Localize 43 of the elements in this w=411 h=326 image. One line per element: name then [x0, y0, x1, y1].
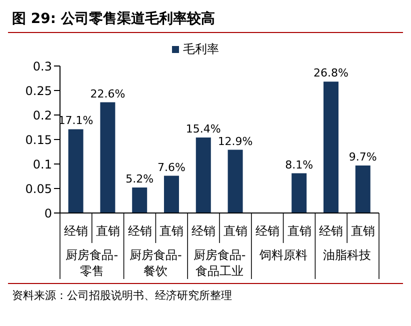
bar: [355, 165, 370, 213]
data-label: 8.1%: [285, 158, 314, 172]
y-tick-label: 0: [44, 206, 52, 220]
text: 厨房食品-食品工业: [193, 248, 246, 278]
data-label: 17.1%: [58, 114, 94, 128]
legend-label: 毛利率: [182, 41, 219, 58]
y-tick-label: 0.25: [25, 84, 52, 98]
bar: [196, 138, 211, 213]
bar: [323, 82, 338, 213]
x-tick-label: 直销: [287, 224, 312, 238]
x-tick-label: 经销: [128, 224, 152, 238]
data-label: 22.6%: [90, 87, 126, 100]
data-label: 7.6%: [158, 160, 186, 174]
y-tick-label: 0.05: [25, 182, 52, 196]
x-tick-label: 直销: [223, 224, 248, 238]
text: 饲料原料: [258, 248, 308, 262]
bar: [68, 129, 84, 213]
y-tick-label: 0.2: [32, 108, 52, 122]
bar: [228, 150, 243, 213]
x-tick-label: 直销: [351, 224, 376, 238]
y-tick-label: 0.3: [32, 59, 52, 74]
x-tick-label: 直销: [96, 224, 120, 238]
x-tick-label: 经销: [319, 224, 344, 238]
data-label: 5.2%: [126, 172, 154, 186]
y-tick-label: 0.1: [32, 157, 52, 172]
data-label: 12.9%: [218, 134, 253, 148]
data-label: 26.8%: [314, 66, 348, 80]
chart-title: 图 29: 公司零售渠道毛利率较高: [8, 8, 403, 33]
y-tick-label: 0.15: [25, 132, 52, 147]
text: 资料来源：公司招股说明书、经济研究所整理: [8, 283, 403, 307]
x-tick-label: 经销: [192, 224, 216, 238]
data-label: 9.7%: [348, 150, 377, 164]
text: 油脂科技: [323, 248, 372, 262]
text: 厨房食品-餐饮: [130, 248, 182, 278]
text: 厨房食品-零售: [66, 248, 118, 278]
bar: [164, 176, 179, 213]
bar: [292, 173, 307, 213]
bar: [132, 188, 148, 213]
x-tick-label: 直销: [160, 224, 184, 238]
x-tick-label: 经销: [255, 224, 280, 238]
data-label: 15.4%: [186, 122, 221, 136]
x-tick-label: 经销: [64, 224, 88, 238]
bar: [100, 102, 116, 213]
